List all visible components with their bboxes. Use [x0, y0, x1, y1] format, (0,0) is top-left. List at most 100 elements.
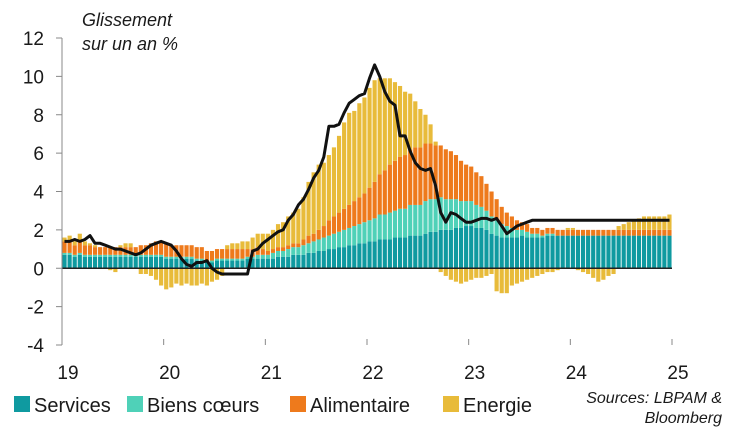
- bar-segment: [433, 231, 438, 269]
- bar-segment: [372, 80, 377, 182]
- bar-segment: [331, 233, 337, 250]
- bar-segment: [443, 268, 448, 276]
- bar-segment: [453, 227, 459, 269]
- bar-segment: [103, 254, 108, 257]
- bar-segment: [484, 210, 489, 230]
- bar-segment: [199, 247, 204, 259]
- bar-segment: [113, 247, 118, 255]
- bar-segment: [367, 187, 372, 221]
- bar-segment: [169, 245, 174, 257]
- x-tick-label: 21: [261, 363, 282, 384]
- bar-segment: [77, 254, 82, 269]
- bar-segment: [214, 260, 220, 269]
- bar-segment: [108, 256, 113, 269]
- y-axis-label-line2: sur un an %: [82, 34, 178, 54]
- bar-segment: [428, 124, 433, 144]
- bar-segment: [591, 268, 596, 278]
- bar-segment: [647, 229, 652, 236]
- bar-segment: [342, 122, 347, 209]
- bar-segment: [235, 249, 240, 259]
- bar-segment: [580, 229, 586, 236]
- bar-segment: [591, 229, 596, 236]
- bar-segment: [281, 256, 286, 269]
- bar-segment: [153, 256, 159, 269]
- bar-segment: [194, 268, 199, 286]
- bar-segment: [601, 235, 606, 269]
- bar-segment: [565, 227, 570, 230]
- bar-segment: [575, 235, 581, 269]
- bar-segment: [118, 245, 123, 248]
- bar-segment: [530, 233, 535, 238]
- bar-segment: [392, 160, 398, 211]
- bar-segment: [636, 235, 642, 269]
- bar-segment: [372, 181, 377, 219]
- bar-segment: [387, 212, 392, 240]
- bar-segment: [443, 199, 448, 230]
- bar-segment: [403, 155, 408, 209]
- bar-segment: [616, 229, 621, 236]
- legend-label: Biens cœurs: [147, 395, 259, 417]
- bar-segment: [98, 254, 103, 257]
- bar-segment: [179, 258, 184, 269]
- bar-segment: [647, 216, 652, 230]
- bar-segment: [311, 233, 316, 242]
- bar-segment: [372, 218, 377, 242]
- bar-segment: [494, 268, 499, 292]
- bar-segment: [458, 201, 464, 228]
- bar-segment: [240, 260, 245, 269]
- y-tick-label: -2: [27, 298, 44, 319]
- bar-segment: [616, 235, 621, 269]
- bar-segment: [652, 216, 657, 230]
- bar-segment: [575, 268, 581, 271]
- bar-segment: [336, 135, 342, 213]
- bar-segment: [143, 256, 148, 269]
- bar-segment: [148, 243, 154, 255]
- y-tick-label: 8: [33, 106, 44, 127]
- bar-segment: [245, 258, 250, 269]
- bar-segment: [82, 254, 87, 257]
- bar-segment: [87, 243, 93, 246]
- bar-segment: [641, 235, 647, 269]
- bar-segment: [403, 237, 408, 269]
- bar-segment: [606, 235, 611, 269]
- bar-segment: [418, 108, 423, 148]
- bar-segment: [169, 256, 174, 259]
- bar-segment: [433, 199, 438, 232]
- bar-segment: [235, 258, 240, 261]
- bar-segment: [62, 252, 67, 255]
- bar-segment: [235, 243, 240, 250]
- bar-segment: [194, 258, 199, 261]
- bar-segment: [570, 235, 575, 269]
- bar-segment: [92, 254, 98, 257]
- bar-segment: [413, 147, 418, 205]
- bar-segment: [321, 226, 326, 238]
- bar-segment: [128, 254, 133, 257]
- bar-segment: [153, 241, 159, 255]
- bar-segment: [123, 254, 128, 257]
- bar-segment: [67, 254, 72, 269]
- bar-segment: [565, 229, 570, 236]
- bar-segment: [326, 235, 331, 250]
- bar-segment: [72, 254, 77, 257]
- bar-segment: [525, 237, 530, 269]
- bar-segment: [138, 268, 143, 275]
- bar-segment: [362, 243, 367, 269]
- y-tick-label: 6: [33, 144, 44, 165]
- bar-segment: [494, 220, 499, 236]
- bar-segment: [382, 170, 387, 215]
- x-tick-label: 20: [159, 363, 180, 384]
- bar-segment: [479, 268, 484, 278]
- bar-segment: [458, 227, 464, 269]
- bar-segment: [413, 101, 418, 148]
- bar-segment: [357, 243, 362, 269]
- bar-segment: [199, 258, 204, 261]
- bar-segment: [540, 237, 545, 269]
- bar-segment: [367, 241, 372, 269]
- bar-segment: [626, 229, 631, 236]
- bar-segment: [281, 222, 286, 248]
- bar-segment: [464, 164, 469, 202]
- bar-segment: [260, 258, 265, 269]
- x-tick-label: 19: [57, 363, 78, 384]
- bar-segment: [331, 216, 337, 234]
- bar-segment: [286, 249, 291, 257]
